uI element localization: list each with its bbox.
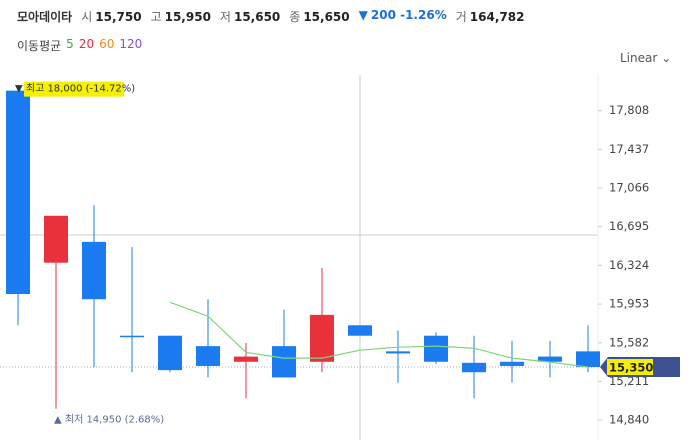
quote-label: ▼	[358, 8, 368, 22]
candle-body	[424, 335, 448, 362]
y-tick-label: 15,953	[609, 297, 649, 311]
quote-value: 15,950	[164, 10, 211, 24]
y-tick-label: 14,840	[609, 413, 649, 427]
candle-body	[500, 361, 524, 366]
y-tick-label: 16,695	[609, 219, 649, 233]
ma-period: 60	[99, 37, 115, 51]
candle-body	[576, 351, 600, 367]
ma-period: 120	[119, 37, 143, 51]
last-price-label: 15,350	[609, 361, 653, 375]
stock-name: 모아데이타	[17, 10, 73, 24]
candle-body	[158, 335, 182, 371]
ma-period: 20	[78, 37, 95, 51]
header: 모아데이타 시 15,750 고 15,950 저 15,650 종 15,650 ▼ 200 -1…	[17, 8, 524, 25]
scale-mode[interactable]: Linear ⌄	[620, 51, 672, 65]
candle-body	[234, 356, 258, 362]
quote-item: 거 164,782	[456, 8, 525, 25]
candle-body	[196, 346, 220, 366]
scale-label[interactable]: Linear	[620, 51, 658, 65]
candle-body	[120, 335, 144, 338]
candle-body	[82, 241, 106, 300]
y-tick-label: 17,066	[609, 181, 649, 195]
quote-label: 저	[219, 10, 231, 24]
ma-period: 5	[66, 37, 74, 51]
quote-label: 종	[289, 10, 301, 24]
ma-title: 이동평균	[17, 39, 62, 53]
candle-body	[462, 362, 486, 373]
max-highlight	[24, 81, 124, 97]
candle-body	[272, 346, 296, 378]
ma-line	[169, 301, 589, 368]
min-annotation: ▲ 최저 14,950 (2.68%)	[54, 414, 164, 426]
candle-body	[348, 325, 372, 336]
candle-body	[44, 215, 68, 263]
y-tick-label: 16,324	[609, 258, 649, 272]
quote-label: 시	[81, 10, 93, 24]
quote-item: 시 15,750	[81, 8, 141, 25]
quote-item: 종 15,650	[289, 8, 349, 25]
max-annotation: ▼ 최고 18,000 (-14.72%)	[15, 83, 135, 95]
quote-label: 거	[455, 10, 467, 24]
quote-item: ▼ 200 -1.26%	[359, 8, 447, 25]
candle-body	[310, 314, 334, 362]
quote-label: 고	[150, 10, 162, 24]
y-tick-label: 17,437	[609, 142, 649, 156]
quote-item: 고 15,950	[151, 8, 211, 25]
y-tick-label: 15,211	[609, 374, 649, 388]
quote-value: 200 -1.26%	[370, 8, 447, 22]
ma-legend: 이동평균 5 20 60 120	[17, 37, 142, 54]
candle-body	[6, 90, 30, 295]
candle-body	[386, 351, 410, 354]
last-price-highlight	[607, 359, 653, 375]
quote-value: 15,650	[303, 10, 350, 24]
y-tick-label: 15,582	[609, 335, 649, 349]
quote-value: 15,750	[95, 10, 142, 24]
candle-body	[538, 356, 562, 362]
quote-value: 15,650	[233, 10, 281, 24]
y-tick-label: 17,808	[609, 103, 649, 117]
quote-item: 저 15,650	[220, 8, 280, 25]
quote-value: 164,782	[469, 10, 525, 24]
